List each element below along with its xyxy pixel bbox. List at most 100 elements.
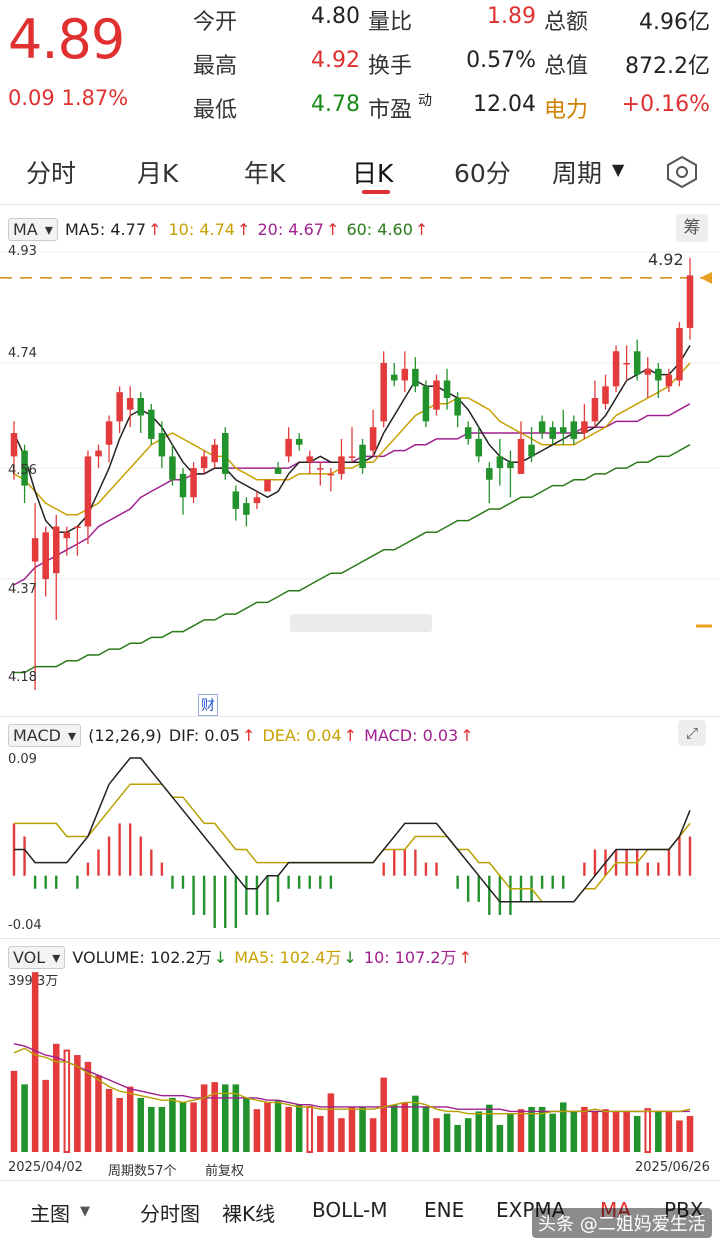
stat-label: 市盈	[368, 98, 413, 123]
volume-bar	[348, 1106, 356, 1152]
volume-bar	[602, 1109, 609, 1152]
toolbar-item-0[interactable]: 主图	[30, 1202, 70, 1226]
toolbar-item-5[interactable]: EXPMA	[496, 1198, 566, 1222]
candle-body	[528, 444, 535, 457]
candle-body	[306, 456, 314, 463]
volume-bar	[612, 1111, 620, 1152]
candle-body	[63, 532, 71, 539]
stat-value: 4.92	[311, 48, 360, 73]
volume-bar	[285, 1106, 292, 1152]
price-axis-2: 4.74	[8, 346, 37, 361]
macd-axis-top: 0.09	[8, 752, 37, 767]
volume-bar	[274, 1100, 282, 1152]
tab-2[interactable]: 年K	[244, 159, 286, 188]
adjust-mode[interactable]: 前复权	[205, 1164, 245, 1179]
macd-dropdown[interactable]: MACD ▾	[8, 724, 82, 747]
volume-bar	[443, 1113, 451, 1152]
volume-bar	[549, 1113, 556, 1152]
tab-0[interactable]: 分时	[26, 159, 77, 188]
candle-body	[380, 362, 387, 422]
ma60-line	[14, 444, 691, 674]
candle-body	[232, 491, 240, 509]
candle-body	[401, 368, 409, 381]
volume-bar	[570, 1111, 578, 1152]
tab-4[interactable]: 60分	[454, 159, 511, 188]
candle-body	[148, 409, 155, 439]
tab-1[interactable]: 月K	[137, 159, 179, 188]
toolbar-item-6[interactable]: MA	[600, 1198, 631, 1222]
volume-bar	[21, 1084, 28, 1152]
candle-body	[507, 462, 514, 469]
ma10-value: 10: 4.74	[168, 220, 235, 239]
dea-value: DEA: 0.04	[262, 726, 342, 745]
candle-body	[676, 327, 683, 381]
candlestick-chart[interactable]	[0, 240, 720, 700]
volume-bar	[74, 1055, 81, 1152]
candle-body	[496, 456, 504, 469]
volume-value: VOLUME: 102.2万	[72, 948, 212, 967]
active-tab-indicator	[362, 190, 390, 194]
candle-body	[327, 473, 335, 476]
volume-bar	[31, 972, 39, 1152]
volume-bar	[84, 1061, 92, 1152]
settings-hexagon-icon[interactable]	[664, 154, 700, 188]
candle-body	[454, 398, 461, 416]
candle-body	[200, 456, 208, 469]
volume-bar	[581, 1106, 588, 1152]
volume-bar	[126, 1086, 134, 1152]
volume-bar	[295, 1104, 303, 1152]
volume-bar	[686, 1115, 694, 1152]
toolbar-item-2[interactable]: 裸K线	[222, 1202, 276, 1226]
candle-body	[338, 456, 345, 474]
toolbar-item-1[interactable]: 分时图	[140, 1202, 200, 1226]
candle-body	[95, 450, 102, 457]
toolbar-item-4[interactable]: ENE	[424, 1198, 465, 1222]
vol-dropdown[interactable]: VOL ▾	[8, 946, 66, 969]
volume-bar	[475, 1111, 483, 1152]
candle-body	[581, 421, 588, 434]
volume-bar	[221, 1084, 229, 1152]
tab-3[interactable]: 日K	[352, 159, 394, 188]
volume-bar	[517, 1109, 525, 1152]
candle-body	[559, 427, 567, 434]
volume-bar	[338, 1118, 345, 1152]
candle-body	[179, 473, 187, 498]
candle-body	[475, 438, 483, 457]
macd-chart[interactable]	[0, 748, 720, 936]
volume-bar	[148, 1106, 155, 1152]
volume-bar	[200, 1084, 208, 1152]
volume-bar	[10, 1070, 18, 1152]
volume-chart[interactable]	[0, 966, 720, 1156]
ma20-value: 20: 4.67	[257, 220, 324, 239]
candle-body	[253, 497, 261, 504]
volume-bar	[243, 1097, 250, 1152]
volume-bar	[496, 1124, 504, 1152]
volume-bar	[528, 1106, 535, 1152]
expand-icon[interactable]: ⤢	[678, 720, 706, 746]
candle-body	[602, 386, 609, 404]
stat-label: 总值	[544, 54, 589, 79]
candle-body	[317, 468, 324, 470]
candle-body	[84, 456, 92, 527]
price-axis-4: 4.37	[8, 582, 37, 597]
main-chart-dropdown-icon[interactable]: ▼	[80, 1204, 90, 1219]
vol-ma5-line	[13, 1047, 691, 1115]
candle-body	[190, 468, 197, 498]
volume-bar	[665, 1111, 673, 1152]
macd-axis-bottom: -0.04	[8, 918, 42, 933]
stat-value: 4.78	[311, 92, 360, 117]
toolbar-item-7[interactable]: PBX	[664, 1198, 704, 1222]
tab-5[interactable]: 周期	[552, 159, 603, 188]
high-price-label: 4.92	[648, 250, 684, 269]
chip-distribution-button[interactable]: 筹	[676, 214, 708, 242]
candle-body	[422, 386, 430, 422]
toolbar-item-3[interactable]: BOLL-M	[312, 1198, 388, 1222]
period-dropdown-icon[interactable]: ▼	[612, 160, 625, 179]
candle-body	[443, 380, 451, 398]
financial-report-badge[interactable]: 财	[198, 694, 218, 716]
macd-value: MACD: 0.03	[364, 726, 459, 745]
candle-body	[158, 433, 166, 457]
candle-body	[221, 433, 229, 474]
candle-body	[137, 398, 145, 416]
ma-dropdown[interactable]: MA ▾	[8, 218, 58, 241]
